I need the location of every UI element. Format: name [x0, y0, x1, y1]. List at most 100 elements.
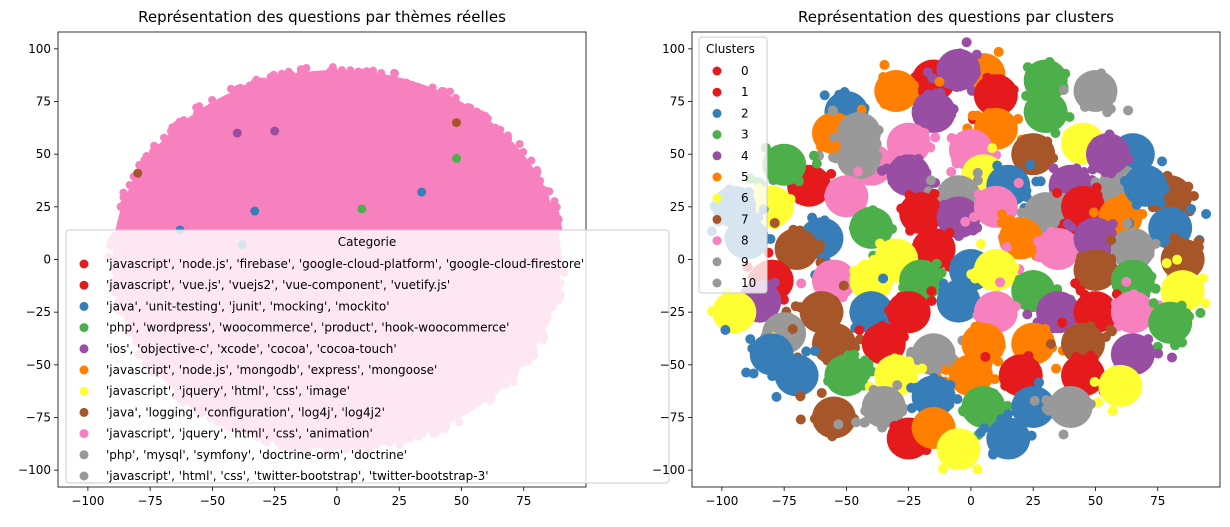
data-point — [903, 356, 914, 367]
data-point — [534, 201, 543, 210]
data-point — [875, 334, 886, 345]
x-tick-label: −100 — [71, 494, 104, 508]
data-point — [1058, 84, 1069, 95]
data-point — [769, 217, 780, 228]
legend-label: 4 — [741, 149, 749, 163]
data-point — [1070, 199, 1081, 210]
data-point — [895, 291, 906, 302]
data-point — [1104, 370, 1115, 381]
data-point — [902, 427, 913, 438]
data-point — [875, 375, 886, 386]
data-point — [1022, 309, 1033, 320]
data-point — [550, 197, 559, 206]
data-point — [1096, 68, 1107, 79]
data-point — [819, 90, 830, 101]
data-point — [1048, 163, 1059, 174]
data-point — [284, 73, 293, 82]
data-point — [1006, 171, 1017, 182]
data-point — [970, 321, 981, 332]
data-point — [920, 245, 931, 256]
data-point — [1009, 262, 1020, 273]
data-point — [906, 403, 917, 414]
data-point — [966, 336, 977, 347]
data-point — [970, 267, 981, 278]
data-point — [980, 156, 991, 167]
data-point — [1025, 201, 1036, 212]
legend-marker — [712, 108, 722, 118]
data-point — [788, 224, 799, 235]
chart-title: Représentation des questions par thèmes … — [138, 8, 506, 26]
data-point — [523, 195, 532, 204]
data-point — [1046, 231, 1057, 242]
data-point — [1014, 217, 1025, 228]
data-point — [1138, 234, 1149, 245]
data-point — [451, 96, 460, 105]
data-point — [232, 128, 242, 138]
data-point — [931, 258, 942, 269]
data-point — [790, 185, 801, 196]
legend: Clusters 0 1 2 3 4 5 6 7 8 9 10 — [698, 36, 768, 294]
data-point — [267, 75, 276, 84]
data-point — [1107, 219, 1118, 230]
data-point — [935, 120, 946, 131]
data-point — [1060, 68, 1071, 79]
data-point — [1177, 337, 1188, 348]
data-point — [948, 104, 959, 115]
data-point — [179, 140, 188, 149]
data-point — [1002, 216, 1013, 227]
data-point — [154, 150, 163, 159]
data-point — [1142, 177, 1153, 188]
data-point — [754, 347, 765, 358]
data-point — [955, 299, 966, 310]
data-point — [411, 86, 420, 95]
data-point — [819, 215, 830, 226]
data-point — [962, 436, 973, 447]
data-point — [848, 223, 859, 234]
data-point — [973, 189, 984, 200]
legend-label: 1 — [741, 85, 749, 99]
data-point — [551, 209, 560, 218]
data-point — [1081, 75, 1092, 86]
data-point — [994, 277, 1005, 288]
data-point — [993, 356, 1004, 367]
data-point — [894, 155, 905, 166]
data-point — [1119, 372, 1130, 383]
data-point — [857, 271, 868, 282]
data-point — [829, 132, 840, 143]
data-point — [987, 143, 998, 154]
data-point — [794, 194, 805, 205]
legend-marker — [712, 257, 722, 267]
data-point — [152, 166, 161, 175]
data-point — [904, 373, 915, 384]
data-point — [1074, 127, 1085, 138]
data-point — [769, 277, 780, 288]
data-point — [742, 300, 753, 311]
data-point — [882, 84, 893, 95]
data-point — [462, 104, 471, 113]
data-point — [1128, 232, 1139, 243]
data-point — [1070, 413, 1081, 424]
legend-label: 9 — [741, 255, 749, 269]
data-point — [545, 187, 554, 196]
data-point — [515, 140, 524, 149]
data-point — [538, 185, 547, 194]
data-point — [984, 312, 995, 323]
y-tick-label: −50 — [26, 358, 51, 372]
data-point — [950, 135, 961, 146]
x-tick-label: 25 — [1026, 494, 1041, 508]
data-point — [1159, 183, 1170, 194]
data-point — [193, 109, 202, 118]
data-point — [1075, 256, 1086, 267]
data-point — [1036, 118, 1047, 129]
data-point — [941, 365, 952, 376]
data-point — [1176, 300, 1187, 311]
y-tick-label: −75 — [26, 410, 51, 424]
data-point — [776, 173, 787, 184]
data-point — [972, 464, 983, 475]
data-point — [1137, 358, 1148, 369]
data-point — [300, 65, 309, 74]
data-point — [868, 400, 879, 411]
data-point — [491, 131, 500, 140]
data-point — [857, 157, 868, 168]
data-point — [999, 126, 1010, 137]
